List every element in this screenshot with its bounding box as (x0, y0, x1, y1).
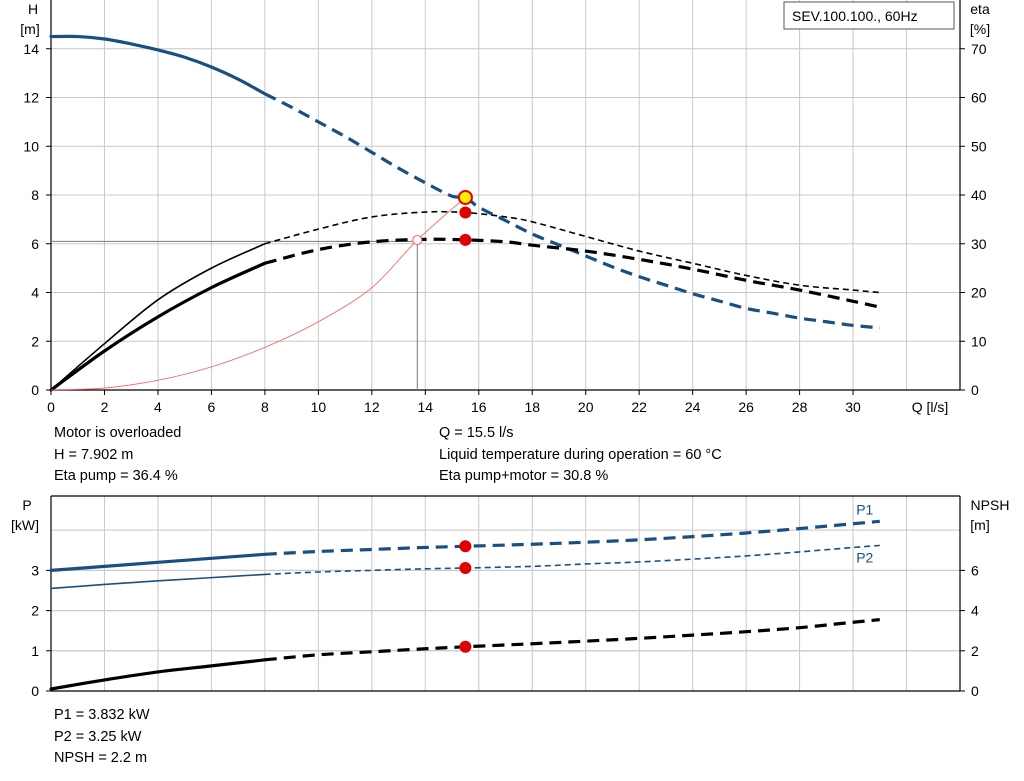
y-left-tick-label: 3 (31, 562, 39, 578)
head-value-text: H = 7.902 m (54, 446, 134, 463)
x-tick-label: 18 (524, 399, 540, 415)
y-right-tick-label: 60 (971, 90, 987, 106)
curve-dashed-line (264, 237, 881, 309)
x-tick-label: 24 (685, 399, 701, 415)
x-tick-label: 4 (154, 399, 162, 415)
operating-point-marker (459, 561, 472, 574)
top-info-left: Motor is overloaded H = 7.902 m Eta pump… (54, 423, 181, 488)
reference-lines (51, 240, 418, 390)
operating-point-marker (459, 640, 472, 653)
curve-solid-line (50, 242, 266, 391)
x-tick-label: 14 (418, 399, 434, 415)
flow-value-text: Q = 15.5 l/s (439, 425, 514, 441)
y-left-axis-unit: [kW] (11, 517, 39, 533)
eta-pump-motor-text: Eta pump+motor = 30.8 % (439, 468, 609, 484)
operating-point-marker (459, 233, 472, 246)
y-right-tick-label: 50 (971, 138, 987, 154)
operating-point-marker (457, 189, 473, 205)
curve-dashed-line (264, 92, 880, 330)
plot-frames (46, 0, 965, 692)
y-left-tick-label: 6 (31, 236, 39, 252)
x-axis-label: Q [l/s] (912, 399, 949, 415)
x-tick-label: 2 (101, 399, 109, 415)
operating-point-markers (412, 189, 473, 653)
x-tick-label: 6 (208, 399, 216, 415)
eta-pump-text: Eta pump = 36.4 % (54, 468, 178, 484)
p1-dashed-line (264, 519, 880, 556)
y-right-axis-unit: [%] (970, 21, 990, 37)
title-box (783, 1, 955, 30)
x-tick-label: 12 (364, 399, 380, 415)
curves (49, 34, 881, 691)
curve-solid-line (49, 34, 267, 96)
y-left-tick-label: 8 (31, 187, 39, 203)
y-right-tick-label: 30 (971, 236, 987, 252)
y-right-tick-label: 70 (971, 41, 987, 57)
y-right-tick-label: 20 (971, 285, 987, 301)
y-left-tick-label: 2 (31, 333, 39, 349)
curve-solid-line (49, 658, 267, 691)
curve-solid-line (49, 261, 267, 392)
title-box-text: SEV.100.100., 60Hz (792, 8, 918, 24)
y-left-axis-unit: [m] (20, 21, 39, 37)
y-right-tick-label: 6 (971, 562, 979, 578)
y-left-axis-label: P (22, 497, 31, 513)
bottom-info: P1 = 3.832 kW P2 = 3.25 kW NPSH = 2.2 m (54, 705, 150, 770)
p2-dashed-line (264, 544, 880, 576)
p2-value-text: P2 = 3.25 kW (54, 728, 142, 745)
p1-value-text: P1 = 3.832 kW (54, 707, 150, 723)
curve-dashed-line (264, 210, 880, 294)
grid-lines (51, 0, 960, 692)
x-tick-label: 8 (261, 399, 269, 415)
x-tick-label: 22 (631, 399, 647, 415)
top-info-right: Q = 15.5 l/s Liquid temperature during o… (439, 423, 722, 488)
y-left-tick-label: 14 (23, 41, 39, 57)
y-right-tick-label: 40 (971, 187, 987, 203)
y-left-tick-label: 10 (23, 138, 39, 154)
axis-labels: 0 2 4 6 8 10 12 14 16 18 20 22 24 26 28 30 Q [l/s]024681… (11, 1, 1009, 699)
y-right-tick-label: 10 (971, 333, 987, 349)
y-left-tick-label: 0 (31, 683, 39, 699)
x-tick-label: 0 (47, 399, 55, 415)
x-tick-label: 16 (471, 399, 487, 415)
y-right-tick-label: 0 (971, 683, 979, 699)
npsh-value-text: NPSH = 2.2 m (54, 750, 148, 766)
y-right-axis-unit: [m] (970, 517, 989, 533)
y-left-tick-label: 2 (31, 603, 39, 619)
series-label-p1: P1 (856, 501, 873, 517)
p2-solid-line (50, 573, 266, 590)
y-right-tick-label: 0 (971, 382, 979, 398)
x-tick-label: 10 (311, 399, 327, 415)
curve-solid-line (50, 197, 466, 391)
x-tick-label: 30 (845, 399, 861, 415)
series-label-p2: P2 (856, 549, 873, 565)
y-left-tick-label: 1 (31, 643, 39, 659)
y-right-axis-label: NPSH (971, 497, 1010, 513)
y-right-tick-label: 4 (971, 603, 979, 619)
y-right-axis-label: eta (970, 1, 990, 17)
motor-status-text: Motor is overloaded (54, 425, 182, 441)
p1-solid-line (49, 552, 267, 572)
liquid-temperature-text: Liquid temperature during operation = 60… (439, 446, 722, 463)
y-left-tick-label: 0 (31, 382, 39, 398)
y-left-tick-label: 4 (31, 285, 39, 301)
curve-dashed-line (264, 618, 880, 662)
x-tick-label: 26 (738, 399, 754, 415)
y-right-tick-label: 2 (971, 643, 979, 659)
x-tick-label: 28 (792, 399, 808, 415)
y-left-tick-label: 12 (23, 90, 39, 106)
y-left-axis-label: H (28, 1, 38, 17)
operating-point-marker (459, 206, 472, 219)
operating-point-marker (459, 540, 472, 553)
operating-point-marker (412, 235, 423, 246)
x-tick-label: 20 (578, 399, 594, 415)
